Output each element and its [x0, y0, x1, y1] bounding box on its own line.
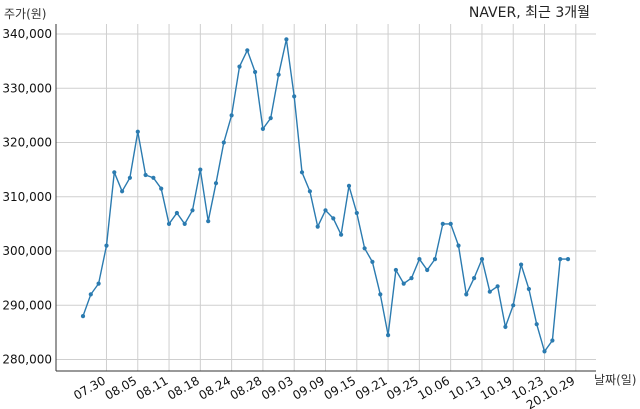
x-tick-label: 08.18	[165, 373, 202, 402]
data-point	[268, 116, 273, 121]
x-tick-label: 09.21	[353, 373, 390, 402]
data-point	[221, 140, 226, 145]
data-point	[495, 284, 500, 289]
data-point	[299, 170, 305, 175]
data-point	[237, 64, 242, 69]
data-point	[307, 189, 312, 194]
data-point	[120, 189, 125, 194]
data-point	[159, 186, 164, 191]
data-point	[479, 257, 485, 262]
data-point	[503, 324, 508, 329]
data-point	[323, 208, 328, 213]
x-tick-label: 08.05	[103, 373, 140, 402]
x-tick-label: 10.13	[447, 373, 484, 402]
data-point	[526, 286, 532, 292]
data-point	[542, 349, 547, 354]
x-tick-label: 09.09	[290, 373, 327, 402]
y-tick-label: 320,000	[2, 136, 52, 150]
x-tick-label: 09.15	[322, 373, 359, 402]
data-point	[206, 219, 211, 224]
data-point	[425, 267, 430, 273]
x-tick-label: 10.06	[415, 373, 452, 402]
data-point	[354, 210, 359, 216]
data-point	[151, 175, 156, 180]
data-point	[182, 221, 187, 226]
data-point	[260, 126, 265, 131]
data-point	[112, 170, 117, 175]
data-point	[487, 289, 492, 294]
axes	[55, 24, 596, 372]
data-point	[448, 221, 453, 226]
data-point	[276, 72, 281, 77]
data-point	[104, 243, 109, 248]
data-point	[370, 259, 375, 264]
y-tick-label: 290,000	[2, 298, 52, 312]
data-point	[511, 303, 516, 308]
data-point	[135, 129, 140, 134]
data-point	[143, 172, 148, 178]
data-point	[80, 314, 86, 319]
y-tick-label: 280,000	[2, 353, 52, 367]
data-point	[393, 267, 398, 273]
data-point	[401, 281, 406, 286]
data-point	[253, 69, 258, 75]
data-point	[362, 246, 367, 251]
data-point	[440, 221, 445, 226]
data-point	[464, 292, 469, 297]
data-points	[80, 37, 571, 354]
data-point	[96, 281, 101, 286]
data-point	[417, 257, 422, 262]
data-point	[292, 94, 297, 99]
y-tick-label: 300,000	[2, 244, 52, 258]
data-point	[346, 183, 352, 188]
x-tick-label: 09.03	[259, 373, 296, 402]
data-point	[565, 257, 571, 262]
data-point	[127, 175, 132, 180]
data-point	[88, 292, 93, 297]
tick-labels: 280,000 290,000 300,000 310,000 320,000 330,0…	[2, 27, 577, 409]
x-tick-label: 08.24	[196, 373, 233, 402]
data-point	[190, 208, 195, 213]
data-point	[166, 221, 172, 226]
y-axis-label: 주가(원)	[4, 7, 46, 21]
x-tick-label: 09.25	[384, 373, 421, 402]
data-point	[315, 224, 320, 229]
x-tick-label: 07.30	[71, 373, 108, 402]
data-point	[558, 257, 563, 262]
x-tick-label: 08.28	[228, 373, 265, 402]
data-point	[409, 276, 414, 281]
data-point	[213, 181, 219, 186]
chart-title: NAVER, 최근 3개월	[469, 5, 590, 21]
data-point	[534, 322, 539, 327]
data-point	[472, 276, 477, 281]
grid-lines	[56, 24, 596, 371]
data-point	[284, 37, 289, 42]
data-point	[339, 232, 344, 237]
data-point	[456, 243, 461, 248]
data-point	[229, 113, 234, 118]
data-point	[432, 257, 438, 262]
x-tick-label: 10.19	[478, 373, 515, 402]
x-tick-label: 08.11	[134, 373, 171, 402]
y-tick-label: 310,000	[2, 190, 52, 204]
y-tick-label: 330,000	[2, 81, 52, 95]
y-tick-label: 340,000	[2, 27, 52, 41]
data-point	[550, 338, 555, 343]
data-point	[386, 333, 391, 338]
data-point	[174, 210, 179, 216]
data-point	[331, 216, 336, 221]
data-point	[519, 262, 524, 267]
data-point	[198, 167, 203, 172]
data-point	[245, 48, 250, 53]
data-point	[378, 292, 383, 297]
x-axis-label: 날짜(일)	[594, 373, 636, 387]
